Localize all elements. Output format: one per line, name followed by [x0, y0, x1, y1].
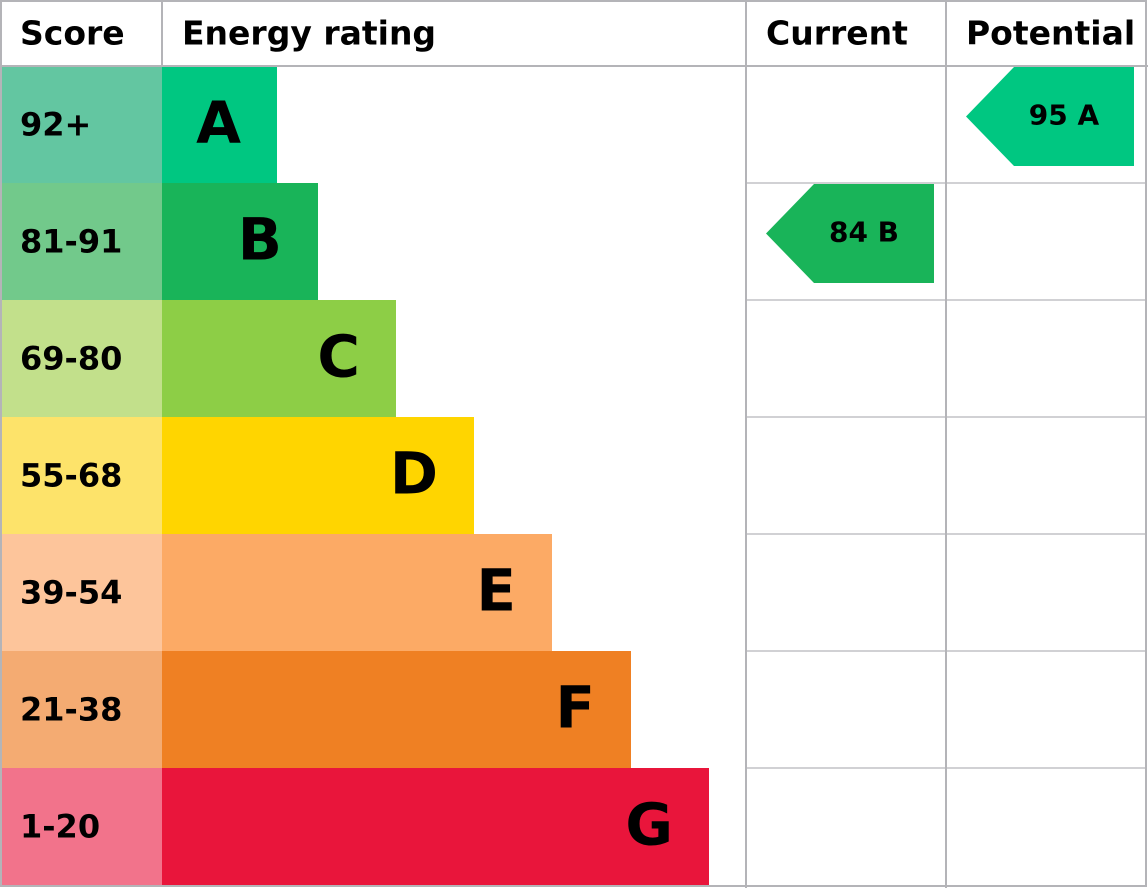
score-label: 92+: [20, 106, 91, 144]
current-arrow: [766, 184, 934, 283]
score-label: 1-20: [20, 808, 100, 846]
current-label: 84 B: [829, 216, 899, 249]
rating-bar: [162, 768, 709, 885]
rating-letter: F: [555, 674, 595, 742]
score-label: 81-91: [20, 223, 122, 261]
rating-letter: E: [476, 557, 516, 625]
column-header: Potential: [966, 14, 1135, 53]
rating-letter: A: [196, 89, 241, 157]
score-cell: [1, 300, 162, 417]
rating-letter: G: [625, 791, 673, 859]
score-cell: [1, 534, 162, 651]
potential-label: 95 A: [1029, 99, 1100, 132]
score-label: 21-38: [20, 691, 122, 729]
potential-arrow: [966, 67, 1134, 166]
rating-letter: C: [317, 323, 360, 391]
column-header: Score: [20, 14, 125, 53]
rating-letter: B: [238, 206, 282, 274]
column-header: Current: [766, 14, 908, 53]
rating-bar: [162, 651, 631, 768]
score-label: 39-54: [20, 574, 122, 612]
rating-bar: [162, 534, 552, 651]
rating-letter: D: [390, 440, 438, 508]
score-label: 69-80: [20, 340, 122, 378]
score-cell: [1, 183, 162, 300]
rating-bar: [162, 66, 277, 183]
column-header: Energy rating: [182, 14, 436, 53]
rating-bar: [162, 183, 318, 300]
score-cell: [1, 417, 162, 534]
score-cell: [1, 66, 162, 183]
rating-bar: [162, 300, 396, 417]
score-cell: [1, 651, 162, 768]
score-cell: [1, 768, 162, 885]
score-label: 55-68: [20, 457, 122, 495]
rating-bar: [162, 417, 474, 534]
